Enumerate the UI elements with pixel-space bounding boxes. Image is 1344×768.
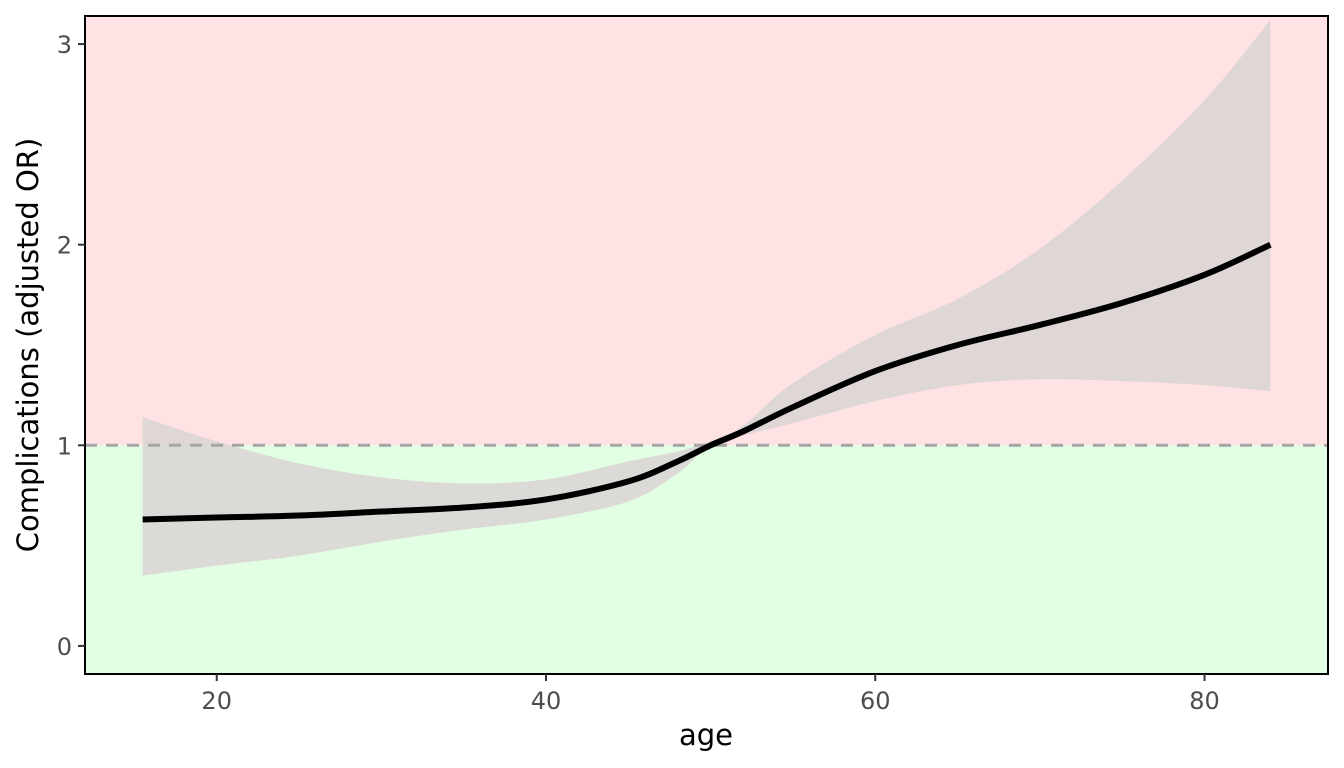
x-axis-title: age xyxy=(679,718,733,752)
y-tick-label: 3 xyxy=(57,31,72,59)
y-axis: 0 1 2 3 xyxy=(57,31,85,661)
plot-panel-border xyxy=(84,15,1329,675)
confidence-band-0 xyxy=(142,20,1271,576)
confidence-bands xyxy=(142,20,1271,576)
x-axis: 20 40 60 80 xyxy=(201,674,1220,715)
y-tick-label: 2 xyxy=(57,232,72,260)
fit-lines xyxy=(142,241,1272,523)
fit-line-0 xyxy=(142,241,1272,523)
x-tick-label: 60 xyxy=(860,687,891,715)
x-tick-label: 20 xyxy=(201,687,232,715)
x-tick-label: 40 xyxy=(531,687,562,715)
y-tick-label: 0 xyxy=(57,633,72,661)
y-tick-label: 1 xyxy=(57,432,72,460)
y-axis-title: Complications (adjusted OR) xyxy=(11,138,45,553)
x-tick-label: 80 xyxy=(1189,687,1220,715)
